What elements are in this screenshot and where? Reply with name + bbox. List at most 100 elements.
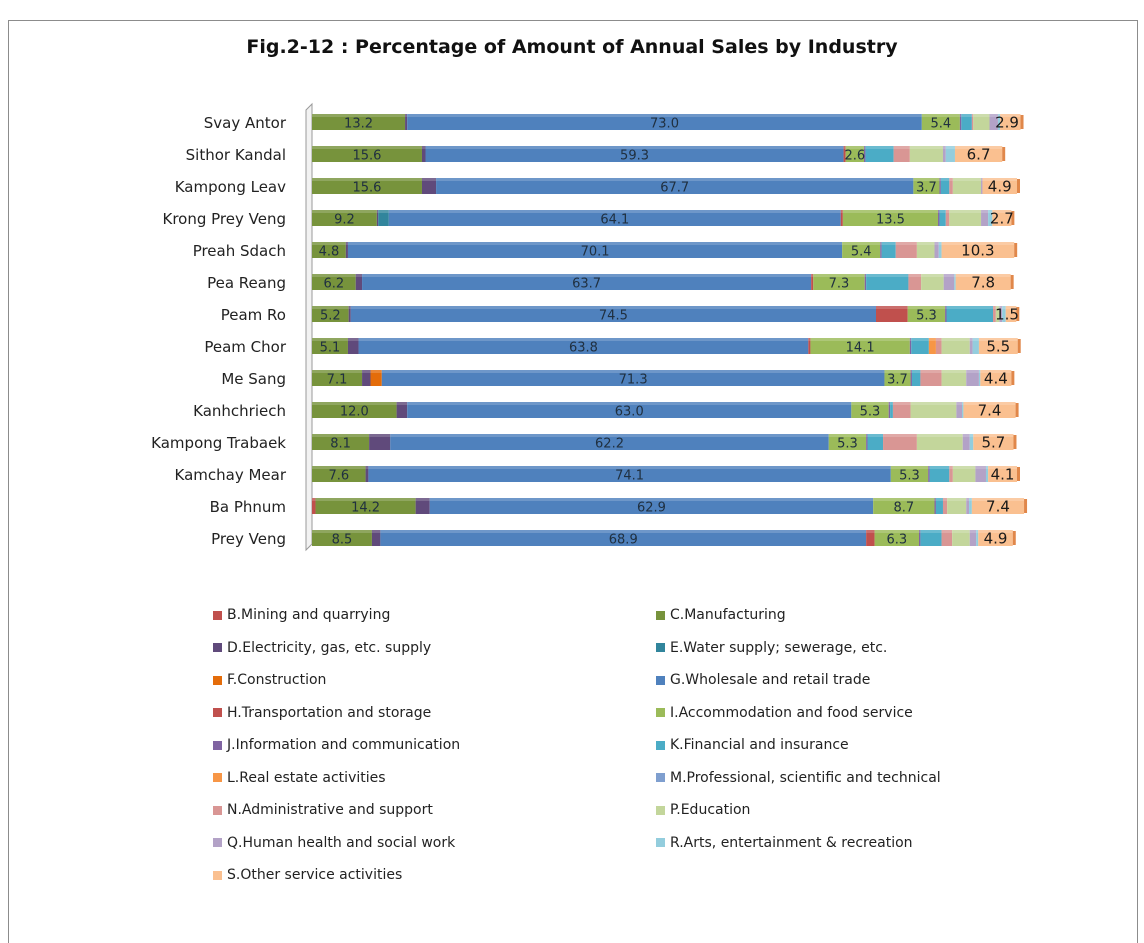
data-label: 7.8 (971, 274, 995, 292)
bar-segment (880, 242, 882, 258)
bar-end-cap (1020, 115, 1024, 129)
bar-segment (876, 306, 908, 322)
bar-segment (1002, 306, 1006, 322)
bar-segment-highlight (928, 466, 930, 469)
bar-segment (312, 530, 372, 546)
bar-segment-highlight (864, 146, 866, 149)
bar-segment (312, 114, 406, 130)
bar-segment (407, 402, 852, 418)
bar-segment (916, 242, 935, 258)
bar-segment (378, 210, 389, 226)
bar-segment (988, 210, 993, 226)
bar-segment-highlight (942, 146, 946, 149)
data-label: 8.5 (332, 533, 353, 548)
bar-segment-highlight (421, 146, 426, 149)
bar-segment-highlight (941, 242, 1015, 245)
bar-segment (908, 274, 922, 290)
bar-segment-highlight (911, 338, 929, 341)
bar-segment-highlight (969, 530, 977, 533)
data-label: 5.4 (851, 245, 872, 260)
data-label: 13.5 (876, 213, 905, 228)
bar-segment (883, 434, 917, 450)
bar-segment (1005, 306, 1017, 322)
bar-segment (945, 306, 947, 322)
bar-segment (866, 530, 875, 546)
bar-segment-highlight (941, 530, 953, 533)
bar-segment (910, 370, 912, 386)
bar-segment (312, 210, 377, 226)
bar-segment-highlight (350, 306, 876, 309)
bar-segment-highlight (972, 338, 979, 341)
category-label: Sithor Kandal (186, 146, 286, 164)
bar-segment-highlight (982, 178, 1017, 181)
bar-segment-highlight (911, 370, 921, 373)
bar-segment-highlight (312, 242, 346, 245)
bar-segment-highlight (842, 210, 939, 213)
bar-segment (884, 370, 911, 386)
bar-segment-highlight (874, 530, 920, 533)
data-label: 2.9 (995, 114, 1019, 132)
bar-segment (978, 338, 1018, 354)
bar-segment (962, 434, 970, 450)
bar-segment (312, 242, 346, 258)
bar-segment-highlight (407, 114, 922, 117)
bar-segment (345, 242, 348, 258)
bar-segment (365, 466, 369, 482)
bar-segment (350, 306, 876, 322)
data-label: 59.3 (620, 149, 649, 164)
data-label: 4.9 (984, 530, 1008, 548)
bar-segment (1000, 114, 1021, 130)
bar-segment-highlight (952, 466, 976, 469)
bar-segment-highlight (851, 402, 889, 405)
bar-segment-highlight (866, 434, 868, 437)
bar-segment (867, 434, 884, 450)
bar-segment-highlight (867, 434, 884, 437)
bar-segment (892, 402, 911, 418)
bar-segment-highlight (935, 338, 942, 341)
data-label: 62.2 (595, 437, 624, 452)
bar-segment-highlight (421, 178, 437, 181)
bar-segment (962, 402, 964, 418)
bar-segment (942, 146, 946, 162)
bar-segment (993, 306, 996, 322)
category-label: Prey Veng (211, 530, 286, 548)
bar-segment-highlight (941, 338, 970, 341)
category-label: Krong Prey Veng (163, 210, 287, 228)
bar-segment (952, 530, 970, 546)
bar-segment (864, 274, 867, 290)
bar-segment-highlight (866, 274, 909, 277)
category-label: Me Sang (221, 370, 286, 388)
bar-segment (939, 210, 946, 226)
bar-segment (405, 114, 408, 130)
data-label: 4.4 (984, 370, 1008, 388)
bar-segment (949, 466, 953, 482)
bar-segment-highlight (842, 242, 881, 245)
data-label: 3.7 (887, 373, 908, 388)
bar-end-cap (1012, 531, 1016, 545)
bar-segment-highlight (969, 498, 972, 501)
bar-segment-highlight (866, 530, 875, 533)
bar-segment (810, 338, 910, 354)
bar-segment-highlight (893, 146, 910, 149)
bar-segment-highlight (312, 338, 348, 341)
bar-segment-highlight (876, 306, 908, 309)
data-label: 7.3 (829, 277, 850, 292)
bar-segment-highlight (992, 210, 1012, 213)
bar-segment-highlight (910, 370, 912, 373)
bar-segment (910, 402, 957, 418)
data-label: 71.3 (619, 373, 648, 388)
bar-segment (985, 466, 989, 482)
data-label: 5.3 (899, 469, 920, 484)
bar-segment-highlight (405, 114, 408, 117)
bar-segment (376, 210, 379, 226)
bar-segment-highlight (890, 466, 929, 469)
bar-segment-highlight (892, 402, 911, 405)
bar-end-cap (1017, 179, 1020, 193)
bar-segment-highlight (920, 370, 942, 373)
bar-segment-highlight (369, 434, 391, 437)
data-label: 5.3 (837, 437, 858, 452)
bar-segment (348, 306, 351, 322)
bar-segment (312, 498, 316, 514)
bar-segment (940, 178, 950, 194)
bar-segment-highlight (312, 146, 422, 149)
